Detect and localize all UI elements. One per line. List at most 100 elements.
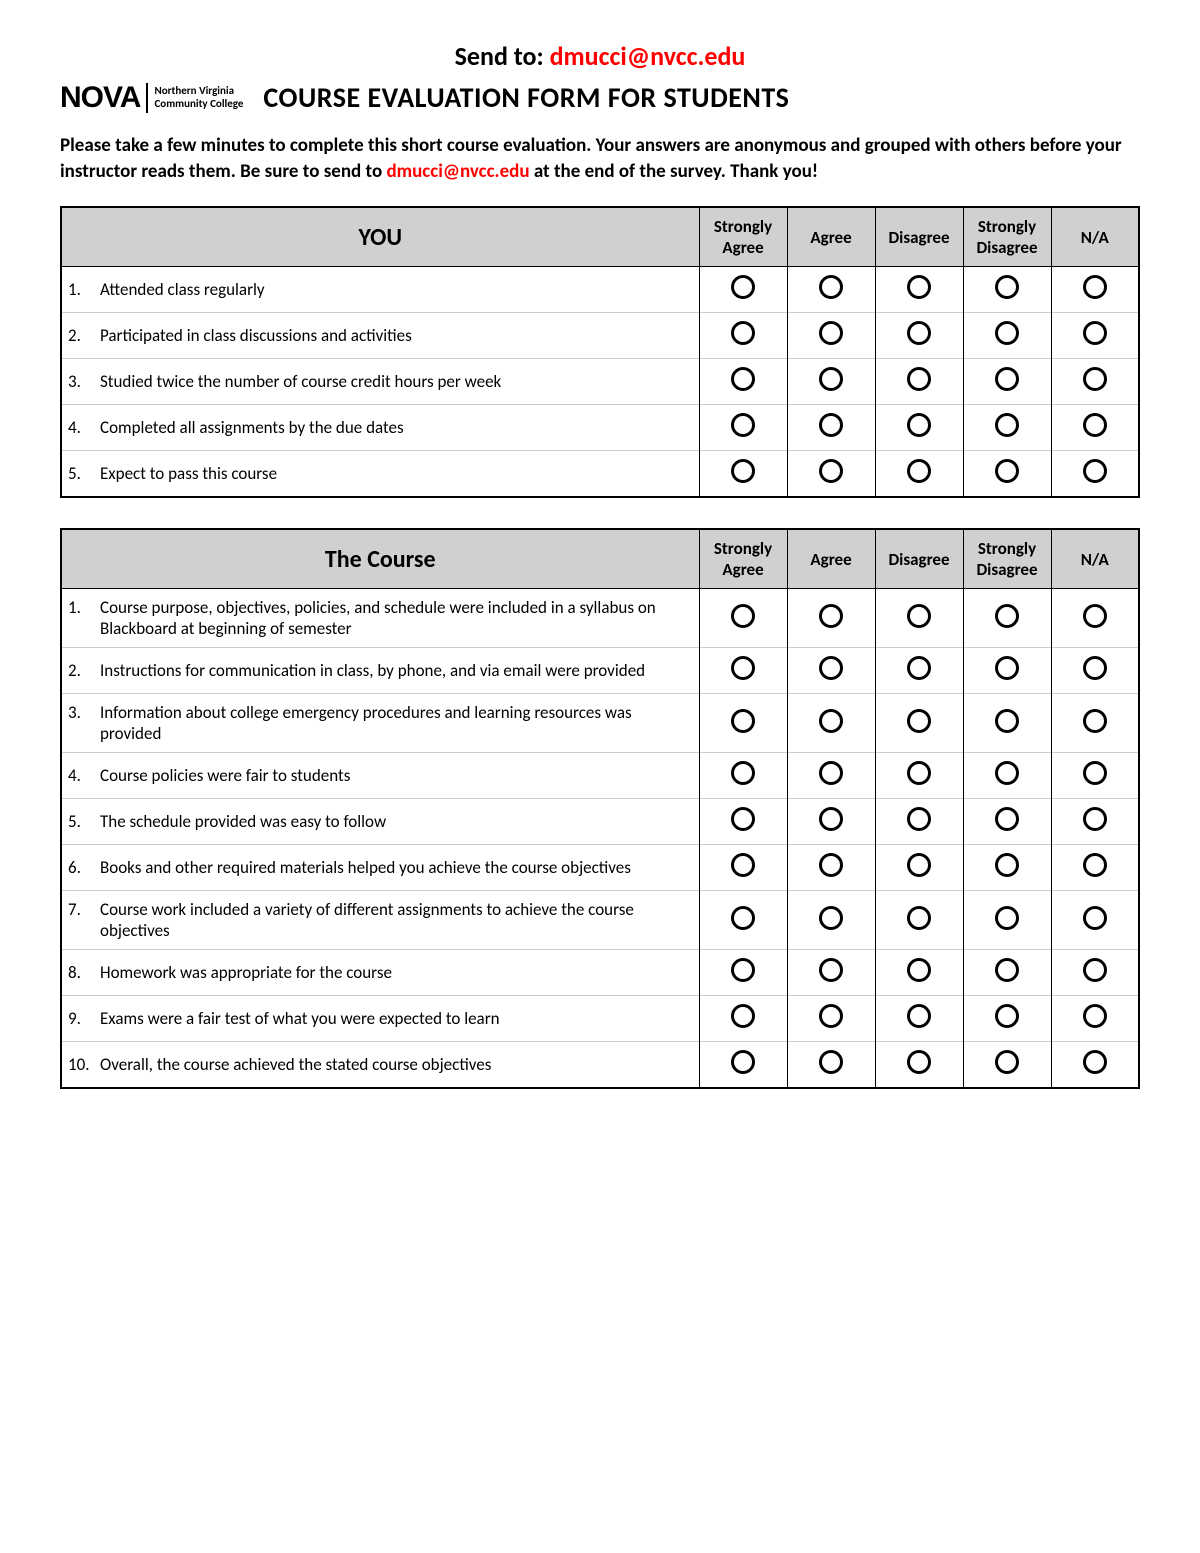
radio-option[interactable] <box>995 1050 1019 1074</box>
radio-option[interactable] <box>819 656 843 680</box>
radio-option[interactable] <box>995 321 1019 345</box>
radio-cell <box>699 313 787 359</box>
radio-option[interactable] <box>731 1004 755 1028</box>
radio-option[interactable] <box>731 604 755 628</box>
radio-option[interactable] <box>995 709 1019 733</box>
radio-option[interactable] <box>731 656 755 680</box>
question-cell: 6.Books and other required materials hel… <box>61 845 699 891</box>
radio-cell <box>699 891 787 950</box>
radio-option[interactable] <box>731 906 755 930</box>
radio-option[interactable] <box>1083 709 1107 733</box>
radio-cell <box>787 405 875 451</box>
radio-option[interactable] <box>1083 413 1107 437</box>
radio-cell <box>963 1042 1051 1089</box>
radio-cell <box>1051 589 1139 648</box>
radio-option[interactable] <box>819 459 843 483</box>
radio-option[interactable] <box>1083 958 1107 982</box>
radio-option[interactable] <box>1083 1050 1107 1074</box>
radio-cell <box>963 694 1051 753</box>
radio-cell <box>787 648 875 694</box>
radio-option[interactable] <box>907 1050 931 1074</box>
radio-option[interactable] <box>1083 761 1107 785</box>
radio-option[interactable] <box>907 459 931 483</box>
radio-option[interactable] <box>731 958 755 982</box>
radio-cell <box>699 359 787 405</box>
radio-option[interactable] <box>1083 459 1107 483</box>
radio-option[interactable] <box>1083 1004 1107 1028</box>
radio-option[interactable] <box>995 761 1019 785</box>
question-cell: 2.Instructions for communication in clas… <box>61 648 699 694</box>
radio-option[interactable] <box>907 321 931 345</box>
radio-option[interactable] <box>819 275 843 299</box>
radio-option[interactable] <box>731 367 755 391</box>
radio-option[interactable] <box>995 1004 1019 1028</box>
radio-cell <box>875 950 963 996</box>
radio-option[interactable] <box>819 807 843 831</box>
radio-option[interactable] <box>819 761 843 785</box>
radio-option[interactable] <box>1083 853 1107 877</box>
radio-option[interactable] <box>907 906 931 930</box>
radio-option[interactable] <box>907 761 931 785</box>
radio-option[interactable] <box>995 906 1019 930</box>
radio-option[interactable] <box>819 709 843 733</box>
radio-option[interactable] <box>907 413 931 437</box>
radio-option[interactable] <box>731 709 755 733</box>
radio-option[interactable] <box>819 604 843 628</box>
radio-option[interactable] <box>1083 807 1107 831</box>
radio-option[interactable] <box>1083 275 1107 299</box>
question-cell: 4.Completed all assignments by the due d… <box>61 405 699 451</box>
radio-option[interactable] <box>1083 656 1107 680</box>
logo-main: NOVA <box>60 81 140 115</box>
radio-option[interactable] <box>819 906 843 930</box>
radio-option[interactable] <box>1083 321 1107 345</box>
radio-option[interactable] <box>995 656 1019 680</box>
radio-option[interactable] <box>907 275 931 299</box>
radio-option[interactable] <box>907 656 931 680</box>
radio-option[interactable] <box>1083 367 1107 391</box>
radio-option[interactable] <box>907 958 931 982</box>
radio-cell <box>699 753 787 799</box>
radio-option[interactable] <box>731 807 755 831</box>
radio-option[interactable] <box>907 807 931 831</box>
radio-option[interactable] <box>819 958 843 982</box>
radio-option[interactable] <box>731 1050 755 1074</box>
question-row: 4.Completed all assignments by the due d… <box>61 405 1139 451</box>
radio-option[interactable] <box>731 413 755 437</box>
nova-logo: NOVA Northern Virginia Community College <box>60 81 243 115</box>
radio-option[interactable] <box>907 367 931 391</box>
radio-option[interactable] <box>907 1004 931 1028</box>
radio-option[interactable] <box>731 321 755 345</box>
question-number: 7. <box>68 899 90 941</box>
question-text: Completed all assignments by the due dat… <box>100 417 693 438</box>
radio-cell <box>787 950 875 996</box>
question-cell: 7.Course work included a variety of diff… <box>61 891 699 950</box>
radio-option[interactable] <box>1083 604 1107 628</box>
radio-option[interactable] <box>995 604 1019 628</box>
radio-option[interactable] <box>731 853 755 877</box>
radio-option[interactable] <box>995 853 1019 877</box>
radio-option[interactable] <box>995 275 1019 299</box>
radio-option[interactable] <box>819 1004 843 1028</box>
radio-cell <box>1051 451 1139 498</box>
logo-sub-line1: Northern Virginia <box>154 84 234 97</box>
radio-option[interactable] <box>1083 906 1107 930</box>
radio-option[interactable] <box>819 853 843 877</box>
radio-option[interactable] <box>995 459 1019 483</box>
radio-option[interactable] <box>819 413 843 437</box>
radio-option[interactable] <box>731 761 755 785</box>
radio-option[interactable] <box>995 367 1019 391</box>
radio-option[interactable] <box>907 709 931 733</box>
radio-option[interactable] <box>819 367 843 391</box>
radio-option[interactable] <box>995 807 1019 831</box>
radio-option[interactable] <box>907 604 931 628</box>
radio-cell <box>699 451 787 498</box>
radio-option[interactable] <box>731 275 755 299</box>
radio-option[interactable] <box>731 459 755 483</box>
radio-option[interactable] <box>907 853 931 877</box>
intro-part2: at the end of the survey. Thank you! <box>530 160 819 183</box>
radio-option[interactable] <box>819 321 843 345</box>
question-number: 2. <box>68 660 90 681</box>
radio-option[interactable] <box>995 413 1019 437</box>
radio-option[interactable] <box>819 1050 843 1074</box>
radio-option[interactable] <box>995 958 1019 982</box>
